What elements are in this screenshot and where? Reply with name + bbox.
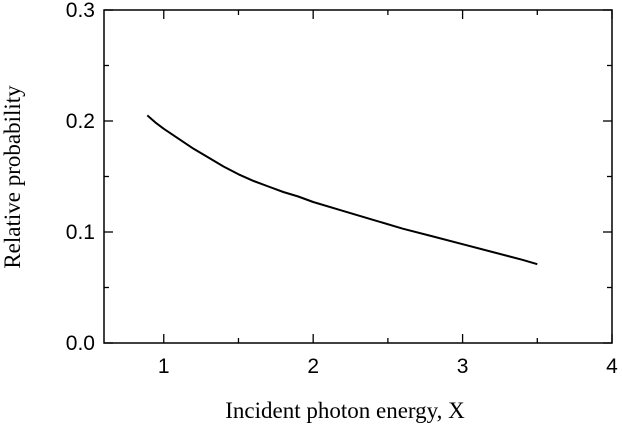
y-axis-title: Relative probability [0, 85, 25, 269]
y-tick-label: 0.0 [66, 332, 95, 355]
y-tick-label: 0.2 [66, 110, 95, 133]
x-axis-title: Incident photon energy, X [225, 398, 465, 423]
y-tick-label: 0.3 [66, 0, 95, 22]
x-tick-label: 3 [457, 355, 469, 378]
x-tick-label: 2 [307, 355, 319, 378]
x-tick-label: 4 [606, 355, 618, 378]
axis-ticks [104, 9, 613, 344]
plot-frame [103, 9, 613, 344]
tick-labels: 1 2 3 4 0.0 0.1 0.2 0.3 [66, 0, 618, 378]
y-tick-label: 0.1 [66, 221, 95, 244]
series-line [146, 114, 538, 266]
series-group [146, 114, 538, 266]
x-tick-label: 1 [158, 355, 170, 378]
